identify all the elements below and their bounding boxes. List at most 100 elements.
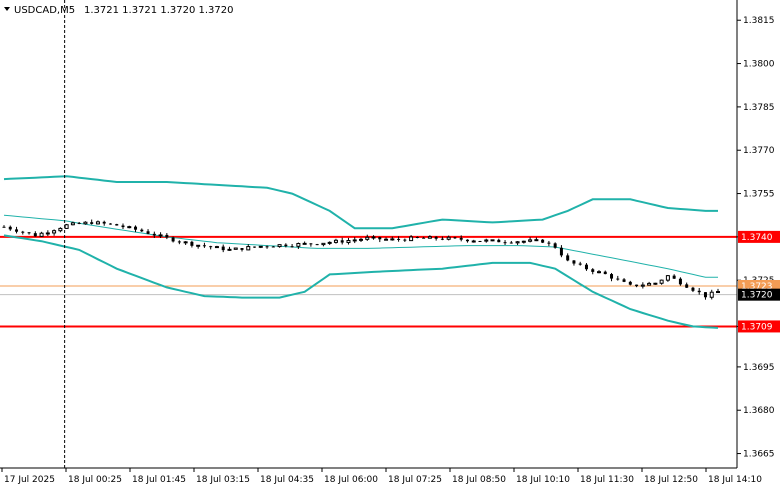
candle: [697, 288, 701, 295]
candle-body: [603, 271, 607, 275]
candle-body: [628, 281, 632, 285]
candle: [290, 244, 294, 248]
candle: [378, 236, 382, 243]
candle: [446, 235, 451, 241]
candle: [258, 245, 263, 249]
candle-body: [90, 222, 94, 224]
y-tick-label: 1.3815: [743, 16, 775, 26]
candle-body: [45, 232, 50, 235]
candle-body: [635, 284, 639, 287]
candle: [177, 240, 181, 245]
candle: [146, 229, 150, 235]
candle-body: [352, 239, 357, 242]
candle-body: [434, 236, 438, 239]
candle: [302, 241, 307, 245]
candle-body: [284, 244, 288, 247]
candle: [490, 239, 495, 242]
x-tick-label: 18 Jul 11:30: [580, 475, 634, 485]
candle-body: [610, 274, 614, 279]
candle: [83, 221, 88, 225]
candle-body: [365, 236, 370, 240]
candle-body: [171, 237, 175, 242]
candle-body: [697, 290, 701, 293]
candle: [572, 260, 576, 266]
candle-body: [340, 240, 344, 243]
candle: [183, 241, 188, 245]
triangle-down-icon[interactable]: [4, 7, 10, 11]
candle: [152, 231, 156, 238]
candle: [584, 263, 588, 271]
bollinger-lower-line: [3, 234, 719, 329]
candle: [315, 243, 319, 246]
price-tag-label: 1.3709: [741, 322, 773, 332]
candle: [703, 292, 707, 300]
candle: [597, 270, 601, 274]
y-tick-label: 1.3785: [743, 103, 775, 113]
candle-body: [503, 242, 507, 244]
candle-body: [321, 242, 326, 246]
plot-area[interactable]: [0, 0, 737, 468]
candle-body: [246, 246, 251, 251]
candle: [127, 225, 132, 229]
candle: [8, 225, 12, 231]
candle: [509, 240, 513, 244]
candle: [158, 232, 163, 239]
candle-body: [515, 241, 520, 244]
candlesticks: [2, 219, 720, 300]
candle: [134, 225, 138, 233]
candle: [622, 278, 626, 283]
candle: [591, 268, 595, 275]
candle-body: [70, 222, 75, 226]
candle: [45, 230, 50, 237]
candle-body: [302, 242, 307, 245]
candle-body: [209, 246, 213, 248]
candle-body: [553, 243, 557, 248]
candle: [716, 288, 720, 294]
candle: [409, 235, 414, 242]
candle-body: [403, 239, 407, 241]
candle-body: [140, 229, 144, 232]
candle-body: [177, 241, 181, 243]
candle: [678, 277, 682, 286]
candle-body: [95, 221, 100, 225]
candle-body: [566, 255, 570, 261]
candle: [171, 236, 175, 243]
candle-body: [653, 282, 658, 285]
candle: [265, 245, 269, 249]
candle-body: [378, 236, 382, 240]
candle-body: [121, 225, 125, 228]
candle: [459, 235, 463, 242]
x-tick-label: 18 Jul 00:25: [68, 475, 122, 485]
candle: [553, 242, 557, 249]
candle: [64, 223, 69, 229]
candle-body: [528, 239, 533, 242]
candle-body: [8, 226, 12, 230]
candle-body: [547, 242, 551, 244]
x-tick-label: 18 Jul 06:00: [324, 475, 378, 485]
candle-body: [15, 229, 19, 232]
bollinger-bands: [3, 175, 719, 329]
candle: [659, 279, 664, 285]
candle-body: [440, 238, 444, 240]
candle: [672, 274, 676, 279]
candle-body: [214, 246, 219, 249]
candle-body: [102, 221, 106, 224]
candle: [33, 231, 37, 237]
candle-body: [427, 236, 432, 239]
candle-body: [27, 232, 31, 234]
candle: [616, 275, 620, 281]
candle-body: [333, 239, 338, 243]
candle-body: [146, 231, 150, 234]
candle-body: [265, 246, 269, 248]
candle-body: [183, 241, 188, 244]
candle-body: [640, 284, 645, 287]
candle: [277, 244, 282, 248]
candle-body: [490, 239, 495, 242]
candle: [352, 237, 357, 244]
candle-body: [58, 227, 63, 232]
candle-body: [64, 224, 69, 229]
candle-body: [703, 292, 707, 298]
